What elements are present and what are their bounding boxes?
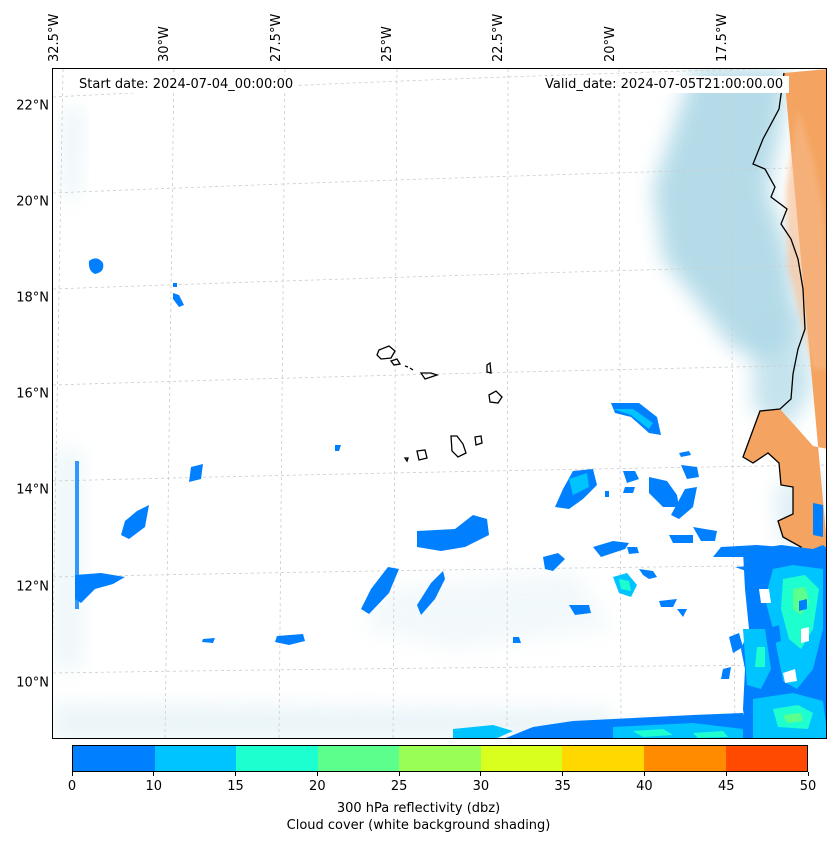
colorbar-tick-mark: [316, 772, 318, 776]
colorbar-subtitle: Cloud cover (white background shading): [286, 818, 551, 833]
lat-label-20n: 20°N: [16, 194, 49, 210]
colorbar-tick-mark: [235, 772, 237, 776]
colorbar-tick-label: 15: [227, 779, 244, 794]
lon-label-27-5w: 27.5°W: [269, 13, 284, 62]
colorbar-tick-mark: [562, 772, 564, 776]
valid-date-label: Valid_date: 2024-07-05T21:00:00.00: [539, 76, 790, 93]
colorbar-segment-4: [399, 746, 481, 771]
colorbar-tick-label: 10: [145, 779, 163, 794]
colorbar-title: 300 hPa reflectivity (dbz): [336, 801, 501, 816]
lat-label-14n: 14°N: [16, 482, 49, 498]
colorbar-segment-3: [317, 746, 400, 771]
lon-label-20w: 20°W: [603, 26, 618, 62]
colorbar-tick-mark: [480, 772, 482, 776]
colorbar-segment-8: [725, 746, 808, 771]
colorbar-segment-6: [562, 746, 644, 771]
colorbar-tick-label: 40: [636, 779, 653, 794]
colorbar-tick-label: 20: [309, 779, 326, 794]
lon-label-32-5w: 32.5°W: [47, 13, 62, 62]
cape-verde-islands: [376, 345, 503, 463]
colorbar-segment-5: [480, 746, 563, 771]
colorbar-tick-mark: [153, 772, 155, 776]
colorbar-segment-7: [643, 746, 726, 771]
land-africa: [742, 69, 826, 562]
graticule: [53, 69, 826, 738]
colorbar-tick-mark: [807, 772, 809, 776]
colorbar-tick-label: 30: [472, 779, 490, 794]
colorbar-tick-mark: [643, 772, 645, 776]
lon-label-25w: 25°W: [380, 26, 395, 62]
map-canvas: [53, 69, 826, 738]
reflectivity-layer: [75, 258, 826, 738]
colorbar-tick-label: 50: [799, 779, 817, 794]
lat-label-22n: 22°N: [16, 98, 49, 114]
colorbar-tick-mark: [398, 772, 400, 776]
colorbar-segment-2: [236, 746, 318, 771]
colorbar: [72, 745, 808, 772]
colorbar-segment-1: [154, 746, 237, 771]
start-date-label: Start date: 2024-07-04_00:00:00: [73, 76, 300, 93]
lat-label-18n: 18°N: [16, 290, 49, 306]
lat-label-10n: 10°N: [16, 675, 49, 691]
map-panel[interactable]: [52, 68, 827, 739]
lat-label-16n: 16°N: [16, 386, 49, 402]
colorbar-tick-mark: [71, 772, 73, 776]
lon-label-17-5w: 17.5°W: [715, 13, 730, 62]
colorbar-tick-label: 45: [717, 779, 735, 794]
colorbar-tick-label: 0: [67, 779, 77, 794]
colorbar-tick-label: 35: [554, 779, 571, 794]
colorbar-tick-mark: [725, 772, 727, 776]
cloud-cover-layer: [53, 69, 826, 738]
lat-label-12n: 12°N: [16, 579, 49, 595]
lon-label-22-5w: 22.5°W: [491, 13, 506, 62]
colorbar-segment-0: [73, 746, 155, 771]
lon-label-30w: 30°W: [157, 26, 172, 62]
colorbar-tick-label: 25: [390, 779, 408, 794]
